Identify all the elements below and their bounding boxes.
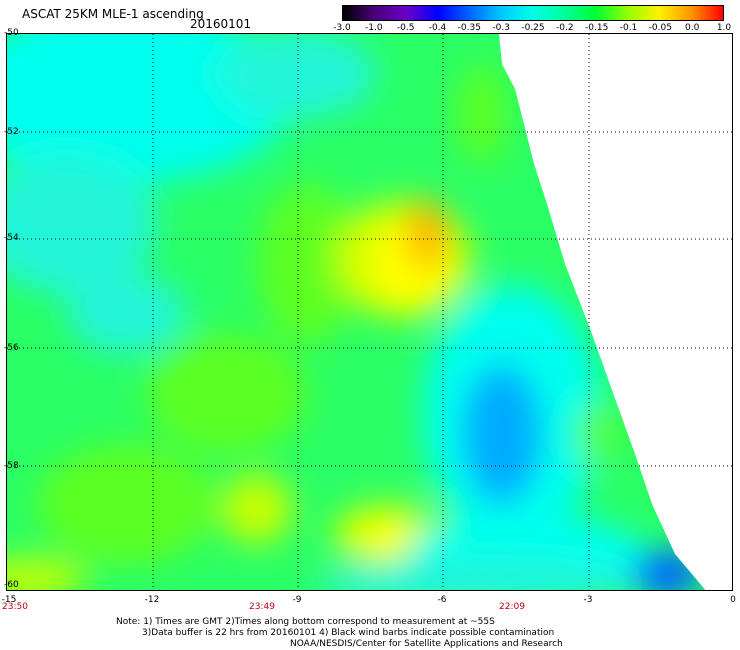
lat-tick-label: -58 (4, 461, 19, 471)
cyan-region-n (217, 34, 377, 119)
yellow-patch-sw-corner (7, 559, 87, 590)
lon-tick-label: -6 (437, 595, 447, 605)
colorbar-tick-label: 0.0 (684, 23, 700, 33)
swath-map (7, 34, 732, 590)
lat-tick-label: -54 (4, 233, 19, 243)
cyan-band-s (317, 559, 637, 590)
lat-tick-label: -60 (4, 580, 19, 590)
lat-tick-label: -50 (4, 28, 19, 38)
colorbar-labels: -3.0 -1.0 -0.5 -0.4 -0.35 -0.3 -0.25 -0.2 -0.15-… (330, 23, 740, 35)
cyan-region-nw (7, 34, 297, 184)
colorbar-tick-label: -0.05 (648, 23, 672, 33)
cyan-region-w2 (67, 274, 187, 354)
colorbar-tick-label: -3.0 (333, 23, 351, 33)
orange-core (407, 199, 447, 269)
figure-title: ASCAT 25KM MLE-1 ascending (22, 7, 204, 21)
time-label: 22:09 (499, 602, 525, 612)
colorbar-tick-label: -0.1 (619, 23, 638, 33)
lime-edge-ne (457, 64, 507, 164)
blue-region-e (462, 364, 542, 504)
colorbar-tick-label: -0.4 (428, 23, 447, 33)
lon-tick-label: -9 (292, 595, 302, 605)
swath-field (7, 34, 707, 590)
lon-tick-label: -3 (583, 595, 593, 605)
colorbar-tick-label: -0.25 (521, 23, 545, 33)
colorbar-tick-label: 1.0 (716, 23, 732, 33)
lime-region-c (257, 184, 357, 344)
colorbar-tick-label: -0.3 (492, 23, 510, 33)
figure-date: 20160101 (190, 17, 252, 31)
colorbar (342, 5, 724, 21)
field-blobs (7, 34, 702, 590)
yellow-patch-sw (222, 474, 292, 544)
lon-tick-label: -12 (144, 595, 160, 605)
time-label: 23:50 (2, 602, 28, 612)
lime-region (147, 334, 307, 454)
colorbar-tick-label: -0.5 (396, 23, 415, 33)
time-label: 23:49 (249, 602, 275, 612)
lime-edge-e (577, 404, 617, 464)
lon-tick-label: -15 (1, 595, 17, 605)
footnote-line-1: Note: 1) Times are GMT 2)Times along bot… (116, 617, 495, 627)
yellow-patch-s (355, 518, 415, 554)
lime-region-sw (37, 444, 217, 564)
lat-tick-label: -56 (4, 343, 19, 353)
lat-tick-label: -52 (4, 127, 19, 137)
colorbar-tick-label: -0.15 (585, 23, 609, 33)
lon-tick-label: 0 (730, 595, 736, 605)
map-plot-area (6, 33, 733, 591)
colorbar-tick-label: -0.2 (556, 23, 574, 33)
cyan-region-w (7, 154, 157, 294)
footnote-line-2: 3)Data buffer is 22 hrs from 20160101 4)… (142, 628, 555, 638)
colorbar-tick-label: -0.35 (457, 23, 481, 33)
colorbar-tick-label: -1.0 (365, 23, 383, 33)
footnote-line-3: NOAA/NESDIS/Center for Satellite Applica… (290, 639, 563, 649)
